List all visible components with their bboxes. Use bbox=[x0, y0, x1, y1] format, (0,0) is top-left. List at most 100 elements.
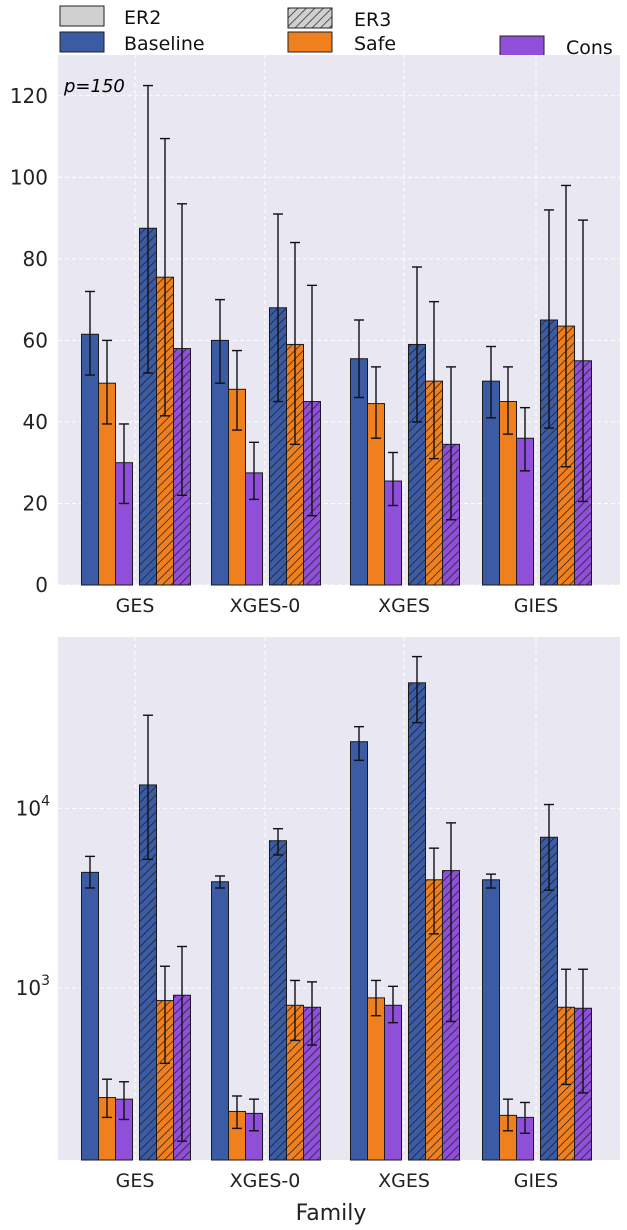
bar-hatch-safe-er3-xges bbox=[425, 381, 443, 585]
errorbar-safe-er3-xges bbox=[429, 300, 439, 460]
x-axis-label: Family bbox=[296, 1201, 367, 1226]
errorbar-baseline-er3-xges-0 bbox=[273, 213, 283, 403]
bar-cons-er2-xges bbox=[384, 1004, 402, 1161]
errorbar-baseline-er2-ges bbox=[85, 855, 95, 889]
legend-label-safe: Safe bbox=[354, 33, 396, 55]
errorbar-safe-er2-gies bbox=[503, 366, 513, 435]
bar-hatch-safe-er3-xges-0 bbox=[286, 1005, 304, 1160]
legend-swatch-baseline bbox=[59, 31, 105, 53]
bar-hatch-safe-er3-xges-0 bbox=[286, 344, 304, 585]
errorbar-cons-er3-xges bbox=[446, 822, 456, 1023]
bar-hatch-baseline-er3-xges-0 bbox=[269, 307, 287, 585]
errorbar-cons-er3-gies bbox=[578, 968, 588, 1094]
errorbar-safe-er3-gies bbox=[561, 968, 571, 1086]
y-tick-label-0: 103 bbox=[16, 973, 50, 1000]
errorbar-cons-er2-xges bbox=[388, 451, 398, 507]
errorbar-safe-er2-xges-0 bbox=[232, 1095, 242, 1130]
bar-baseline-er2-xges bbox=[350, 741, 368, 1161]
errorbar-safe-er3-xges-0 bbox=[290, 241, 300, 446]
bar-baseline-er2-xges-0 bbox=[211, 881, 229, 1161]
legend-label-cons: Cons bbox=[566, 37, 613, 59]
legend-label-baseline: Baseline bbox=[124, 33, 205, 55]
y-tick-label-3: 60 bbox=[23, 328, 48, 352]
errorbar-safe-er2-ges bbox=[102, 1078, 112, 1119]
errorbar-baseline-er2-xges bbox=[354, 319, 364, 399]
bar-hatch-baseline-er3-xges-0 bbox=[269, 840, 287, 1160]
y-tick-label-4: 80 bbox=[23, 247, 48, 271]
errorbar-safe-er2-xges bbox=[371, 366, 381, 439]
errorbar-cons-er2-ges bbox=[119, 1081, 129, 1121]
bar-safe-er2-xges bbox=[367, 997, 385, 1161]
errorbar-baseline-er3-gies bbox=[544, 209, 554, 429]
errorbar-safe-er2-xges-0 bbox=[232, 349, 242, 431]
errorbar-cons-er2-gies bbox=[520, 406, 530, 472]
x-tick-label-3: GIES bbox=[514, 1170, 558, 1192]
errorbar-baseline-er3-ges bbox=[143, 84, 153, 374]
legend-swatch-er2 bbox=[59, 5, 105, 27]
bar-hatch-safe-er3-xges bbox=[425, 879, 443, 1160]
legend: ER2 ER3 Baseline Safe Cons bbox=[59, 5, 613, 59]
x-tick-label-3: GIES bbox=[514, 595, 558, 617]
bar-hatch-baseline-er3-xges bbox=[408, 344, 426, 585]
errorbar-baseline-er2-xges-0 bbox=[215, 875, 225, 889]
x-tick-label-1: XGES-0 bbox=[230, 595, 301, 617]
errorbar-safe-er3-xges bbox=[429, 847, 439, 935]
errorbar-baseline-er2-gies bbox=[486, 345, 496, 419]
errorbar-baseline-er3-ges bbox=[143, 714, 153, 861]
errorbar-safe-er3-xges-0 bbox=[290, 979, 300, 1042]
bar-hatch-baseline-er3-ges bbox=[139, 784, 157, 1160]
legend-swatch-cons bbox=[499, 35, 545, 57]
errorbar-cons-er3-xges bbox=[446, 366, 456, 521]
panel-annotation: p=150 bbox=[63, 76, 125, 97]
bar-baseline-er2-ges bbox=[81, 871, 99, 1161]
errorbar-cons-er3-xges-0 bbox=[307, 981, 317, 1046]
errorbar-cons-er3-ges bbox=[177, 203, 187, 497]
errorbar-cons-er2-ges bbox=[119, 423, 129, 505]
errorbar-safe-er3-gies bbox=[561, 184, 571, 468]
errorbar-baseline-er2-xges-0 bbox=[215, 298, 225, 384]
errorbar-safe-er3-ges bbox=[160, 965, 170, 1065]
panel-top-chart: 0 20 40 60 80 100 120 GES XGES-0 XGES GIES p=150 bbox=[10, 55, 620, 617]
errorbar-baseline-er2-ges bbox=[85, 290, 95, 376]
errorbar-cons-er2-xges-0 bbox=[249, 441, 259, 501]
x-tick-label-0: GES bbox=[116, 1170, 155, 1192]
errorbar-cons-er3-xges-0 bbox=[307, 284, 317, 517]
errorbar-cons-er3-ges bbox=[177, 945, 187, 1142]
errorbar-safe-er2-gies bbox=[503, 1098, 513, 1132]
y-tick-label-1: 20 bbox=[23, 491, 48, 515]
errorbar-cons-er3-gies bbox=[578, 219, 588, 503]
errorbar-cons-er2-xges bbox=[388, 985, 398, 1024]
x-tick-label-0: GES bbox=[116, 595, 155, 617]
bar-hatch-baseline-er3-gies bbox=[540, 837, 558, 1160]
panel-bottom-chart: 103 104 GES XGES-0 XGES GIES Family bbox=[16, 637, 620, 1226]
errorbar-baseline-er3-xges-0 bbox=[273, 828, 283, 856]
bar-hatch-baseline-er3-ges bbox=[139, 228, 157, 585]
y-tick-label-0: 0 bbox=[35, 573, 48, 597]
errorbar-safe-er2-ges bbox=[102, 339, 112, 425]
y-tick-label-6: 120 bbox=[10, 84, 48, 108]
bar-hatch-safe-er3-ges bbox=[156, 277, 174, 585]
x-tick-label-1: XGES-0 bbox=[230, 1170, 301, 1192]
bar-hatch-safe-er3-ges bbox=[156, 1000, 174, 1160]
errorbar-baseline-er3-xges bbox=[412, 266, 422, 423]
y-tick-label-2: 40 bbox=[23, 410, 48, 434]
errorbar-baseline-er3-gies bbox=[544, 803, 554, 891]
x-tick-label-2: XGES bbox=[378, 1170, 430, 1192]
bar-hatch-baseline-er3-xges bbox=[408, 682, 426, 1160]
legend-swatch-safe bbox=[287, 31, 333, 53]
bar-baseline-er2-gies bbox=[482, 879, 500, 1161]
legend-label-er3: ER3 bbox=[354, 9, 391, 31]
legend-swatch-er3-hatch bbox=[287, 7, 333, 29]
errorbar-baseline-er2-xges bbox=[354, 725, 364, 762]
errorbar-safe-er2-xges bbox=[371, 979, 381, 1017]
y-tick-label-5: 100 bbox=[10, 165, 48, 189]
errorbar-safe-er3-ges bbox=[160, 137, 170, 417]
bar-hatch-baseline-er3-gies bbox=[540, 320, 558, 585]
y-tick-label-1: 104 bbox=[16, 793, 50, 820]
errorbar-cons-er2-xges-0 bbox=[249, 1098, 259, 1132]
errorbar-cons-er2-gies bbox=[520, 1101, 530, 1134]
errorbar-baseline-er2-gies bbox=[486, 873, 496, 889]
legend-label-er2: ER2 bbox=[124, 7, 161, 29]
errorbar-baseline-er3-xges bbox=[412, 655, 422, 724]
